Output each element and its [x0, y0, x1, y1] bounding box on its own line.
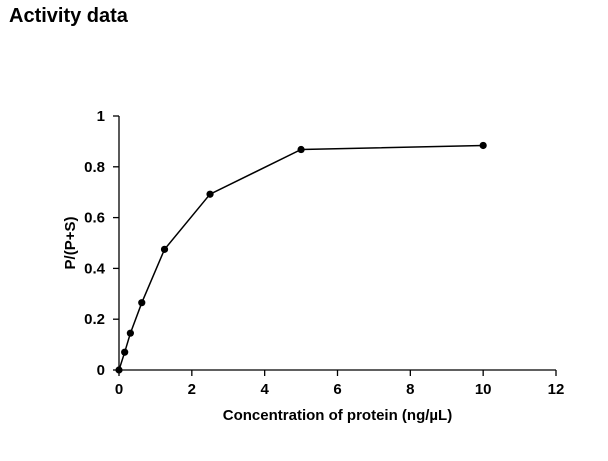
- data-point: [160, 245, 169, 253]
- y-tick-label: 0: [97, 362, 105, 379]
- data-point: [479, 141, 487, 150]
- data-point: [121, 348, 129, 356]
- x-tick-label: 8: [406, 381, 414, 398]
- data-point: [138, 299, 146, 307]
- x-tick-label: 4: [260, 381, 269, 398]
- y-tick-label: 0.2: [84, 311, 105, 328]
- x-axis-title: Concentration of protein (ng/µL): [223, 407, 452, 424]
- y-tick-label: 1: [97, 108, 105, 125]
- x-tick-label: 10: [475, 381, 492, 398]
- data-point: [115, 366, 123, 374]
- y-axis-title: P/(P+S): [62, 217, 79, 270]
- chart-axes: [118, 116, 556, 371]
- x-tick-label: 0: [115, 381, 123, 398]
- chart-series: [115, 141, 487, 374]
- y-tick-label: 0.6: [84, 210, 105, 227]
- x-tick-label: 12: [548, 381, 565, 398]
- chart-ticks: 0 2 4 6 8 10 12 0 0.2 0.4 0.6 0.8 1: [84, 108, 564, 398]
- series-line: [118, 144, 484, 371]
- y-tick-label: 0.4: [84, 260, 106, 277]
- page-title: Activity data: [9, 5, 128, 27]
- y-tick-label: 0.8: [84, 159, 105, 176]
- data-point: [297, 145, 305, 154]
- data-point: [206, 190, 214, 198]
- x-tick-label: 2: [188, 381, 196, 398]
- data-point: [126, 329, 134, 337]
- x-tick-label: 6: [333, 381, 341, 398]
